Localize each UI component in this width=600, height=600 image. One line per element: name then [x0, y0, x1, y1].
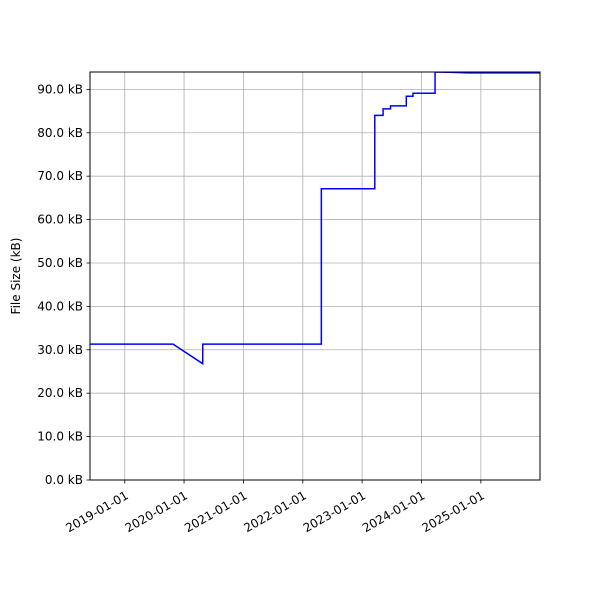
- plot-area-frame: [89, 71, 541, 481]
- y-tick-label: 80.0 kB: [37, 126, 83, 140]
- x-tick-label: 2023-01-01: [301, 488, 368, 535]
- series-layer: [90, 72, 540, 366]
- x-tick-label: 2025-01-01: [419, 488, 486, 535]
- x-tick-label: 2022-01-01: [241, 488, 308, 535]
- y-tick-label: 50.0 kB: [37, 256, 83, 270]
- y-tick-label: 40.0 kB: [37, 299, 83, 313]
- x-tick-label: 2024-01-01: [360, 488, 427, 535]
- y-tick-label: 30.0 kB: [37, 343, 83, 357]
- y-axis-label: File Size (kB): [9, 238, 23, 315]
- y-tick-label: 20.0 kB: [37, 386, 83, 400]
- x-tick-label: 2020-01-01: [123, 488, 190, 535]
- y-tick-label: 10.0 kB: [37, 430, 83, 444]
- y-tick-label: 90.0 kB: [37, 82, 83, 96]
- grid-layer: [90, 72, 540, 481]
- y-tick-label: 70.0 kB: [37, 169, 83, 183]
- y-tick-label: 60.0 kB: [37, 213, 83, 227]
- series-line: [90, 72, 540, 366]
- x-tick-label: 2019-01-01: [63, 488, 130, 535]
- x-tick-label: 2021-01-01: [182, 488, 249, 535]
- tick-layer: 0.0 kB 10.0 kB 20.0 kB 30.0 kB 40.0 kB 50.0 k…: [37, 82, 487, 535]
- y-tick-label: 0.0 kB: [45, 473, 83, 487]
